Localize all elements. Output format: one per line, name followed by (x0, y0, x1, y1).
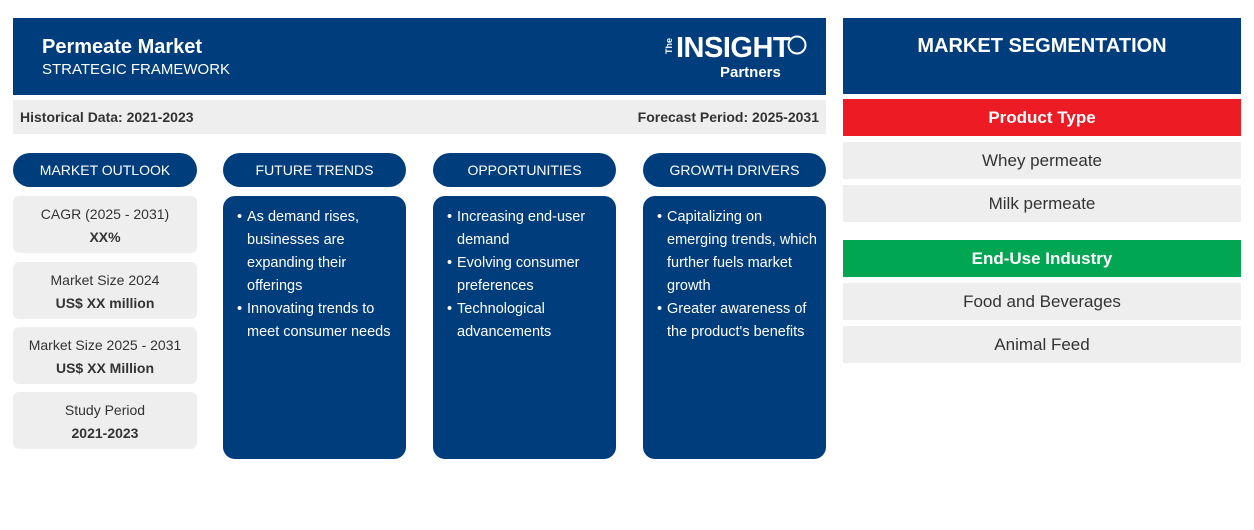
future-trends-header: FUTURE TRENDS (223, 153, 406, 187)
outlook-label: Study Period (64, 402, 146, 418)
outlook-label: Market Size 2024 (50, 272, 160, 288)
future-trends-box: As demand rises, businesses are expandin… (223, 196, 406, 459)
trend-item: Innovating trends to meet consumer needs (237, 298, 398, 344)
opportunity-item: Technological advancements (447, 298, 608, 344)
outlook-value: US$ XX million (55, 295, 155, 311)
segment-end-use-industry: End-Use Industry (843, 240, 1241, 277)
outlook-value: XX% (89, 229, 121, 245)
segment-item-animal-feed: Animal Feed (843, 326, 1241, 363)
header-banner: Permeate Market STRATEGIC FRAMEWORK The … (13, 18, 826, 95)
outlook-label: CAGR (2025 - 2031) (40, 206, 170, 222)
trend-item: As demand rises, businesses are expandin… (237, 206, 398, 298)
outlook-value: US$ XX Million (55, 360, 154, 376)
insight-partners-logo: The INSIGHT Partners (664, 32, 807, 84)
forecast-period: Forecast Period: 2025-2031 (637, 109, 819, 125)
opportunity-item: Increasing end-user demand (447, 206, 608, 252)
outlook-card-market-size-2024: Market Size 2024 US$ XX million (13, 262, 197, 319)
historical-data: Historical Data: 2021-2023 (20, 109, 194, 125)
outlook-card-market-size-forecast: Market Size 2025 - 2031 US$ XX Million (13, 327, 197, 384)
outlook-card-cagr: CAGR (2025 - 2031) XX% (13, 196, 197, 253)
opportunities-box: Increasing end-user demand Evolving cons… (433, 196, 616, 459)
logo-partners-text: Partners (720, 64, 781, 81)
segment-item-milk-permeate: Milk permeate (843, 185, 1241, 222)
segment-item-whey-permeate: Whey permeate (843, 142, 1241, 179)
segment-product-type: Product Type (843, 99, 1241, 136)
logo-the-text: The (664, 38, 674, 55)
driver-item: Greater awareness of the product's benef… (657, 298, 818, 344)
segment-item-food-and-beverages: Food and Beverages (843, 283, 1241, 320)
growth-drivers-header: GROWTH DRIVERS (643, 153, 826, 187)
logo-swoosh-icon (787, 35, 807, 55)
outlook-value: 2021-2023 (71, 425, 139, 441)
page-title: Permeate Market (42, 36, 203, 58)
outlook-label: Market Size 2025 - 2031 (28, 337, 182, 353)
growth-drivers-box: Capitalizing on emerging trends, which f… (643, 196, 826, 459)
opportunities-header: OPPORTUNITIES (433, 153, 616, 187)
market-outlook-header: MARKET OUTLOOK (13, 153, 197, 187)
opportunity-item: Evolving consumer preferences (447, 252, 608, 298)
page-subtitle: STRATEGIC FRAMEWORK (42, 61, 231, 78)
logo-insight-text: INSIGHT (676, 32, 791, 64)
segmentation-title: MARKET SEGMENTATION (843, 18, 1241, 94)
outlook-card-study-period: Study Period 2021-2023 (13, 392, 197, 449)
driver-item: Capitalizing on emerging trends, which f… (657, 206, 818, 298)
period-info-bar: Historical Data: 2021-2023 Forecast Peri… (13, 100, 826, 134)
